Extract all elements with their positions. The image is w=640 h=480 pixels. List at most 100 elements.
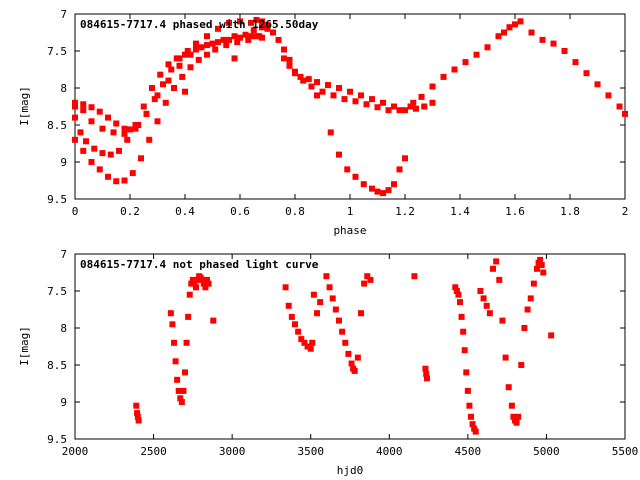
data-point	[538, 262, 545, 269]
x-tick-label: 5000	[533, 445, 560, 458]
data-point	[162, 99, 169, 106]
data-point	[134, 413, 141, 420]
data-point	[88, 159, 95, 165]
data-point	[341, 96, 348, 103]
data-point	[385, 107, 392, 114]
data-point	[105, 114, 111, 121]
data-point	[88, 104, 95, 111]
data-point	[80, 101, 87, 108]
data-point	[80, 147, 87, 154]
data-point	[309, 339, 316, 346]
data-point	[534, 265, 540, 272]
data-point	[323, 273, 330, 280]
data-point	[220, 36, 227, 43]
data-point	[180, 387, 187, 394]
data-point	[215, 39, 221, 46]
data-point	[88, 118, 95, 125]
data-point	[332, 306, 339, 313]
data-point	[198, 44, 205, 51]
data-point	[99, 150, 106, 157]
x-tick-labels: 0 0.2 0.4 0.6 0.8 1 1.2 1.4 1.6 1.8 2	[72, 205, 629, 218]
data-point	[422, 365, 429, 372]
data-point	[83, 138, 89, 145]
data-point	[616, 103, 623, 110]
data-point	[113, 120, 120, 127]
data-point	[177, 395, 184, 402]
data-point	[413, 105, 419, 112]
x-tick-label: 0.2	[120, 205, 140, 218]
data-point	[282, 284, 289, 291]
data-point	[194, 276, 201, 283]
data-point	[298, 336, 305, 343]
data-point	[72, 114, 78, 121]
data-point	[421, 103, 428, 110]
unphased-light-curve-chart: 2000 2500 3000 3500 4000 4500 5000 5500 7 7.5 8 8.…	[18, 248, 638, 477]
data-point	[132, 125, 139, 132]
data-point	[121, 177, 128, 184]
data-point	[480, 295, 487, 302]
data-point	[253, 33, 260, 40]
data-point	[205, 280, 212, 287]
data-point	[188, 280, 195, 287]
data-point	[339, 328, 346, 335]
data-point	[168, 66, 175, 73]
data-point	[151, 96, 158, 103]
data-point	[202, 284, 209, 291]
data-point	[319, 88, 326, 95]
data-point	[472, 428, 479, 435]
data-point	[345, 350, 352, 357]
data-point	[281, 46, 287, 53]
data-point	[204, 51, 210, 58]
data-point	[402, 155, 408, 162]
data-point	[121, 130, 128, 137]
data-point	[336, 85, 342, 91]
data-point	[380, 99, 386, 106]
data-point	[396, 107, 403, 114]
data-point	[173, 55, 180, 62]
data-point	[539, 36, 546, 43]
y-tick-label: 8	[60, 322, 67, 335]
x-tick-label: 1.4	[450, 205, 470, 218]
data-point	[352, 173, 359, 180]
data-point	[134, 410, 141, 417]
x-tick-label: 3500	[297, 445, 324, 458]
data-point	[129, 170, 136, 177]
chart-title: 084615-7717.4 phased with 1265.50day	[80, 18, 319, 31]
x-tick-label: 0.8	[285, 205, 305, 218]
data-point	[305, 76, 312, 83]
data-point	[317, 299, 324, 306]
data-point	[184, 48, 191, 54]
data-point	[358, 92, 364, 99]
y-tick-label: 9.5	[47, 433, 67, 446]
data-point	[495, 33, 502, 40]
data-point	[327, 129, 334, 136]
data-point	[195, 56, 202, 63]
data-point	[493, 258, 500, 265]
x-tick-label: 5500	[612, 445, 639, 458]
data-point	[182, 88, 188, 95]
data-point	[325, 82, 331, 89]
data-point	[124, 136, 131, 143]
data-point	[237, 34, 243, 41]
x-tick-label: 4000	[376, 445, 403, 458]
data-point	[292, 70, 298, 77]
y-tick-label: 9	[60, 156, 67, 169]
x-tick-label: 2	[622, 205, 629, 218]
data-point	[518, 362, 525, 368]
data-point	[521, 325, 528, 331]
data-point	[418, 93, 425, 100]
data-point	[175, 387, 182, 394]
data-point	[391, 103, 397, 110]
data-point	[179, 73, 186, 80]
data-points	[72, 16, 628, 197]
data-point	[410, 99, 417, 106]
data-point	[160, 81, 166, 88]
data-point	[453, 288, 460, 294]
data-point	[326, 284, 333, 291]
data-point	[354, 354, 361, 361]
data-point	[361, 280, 368, 287]
data-point	[537, 256, 544, 263]
data-point	[270, 29, 276, 36]
data-points	[133, 256, 555, 435]
